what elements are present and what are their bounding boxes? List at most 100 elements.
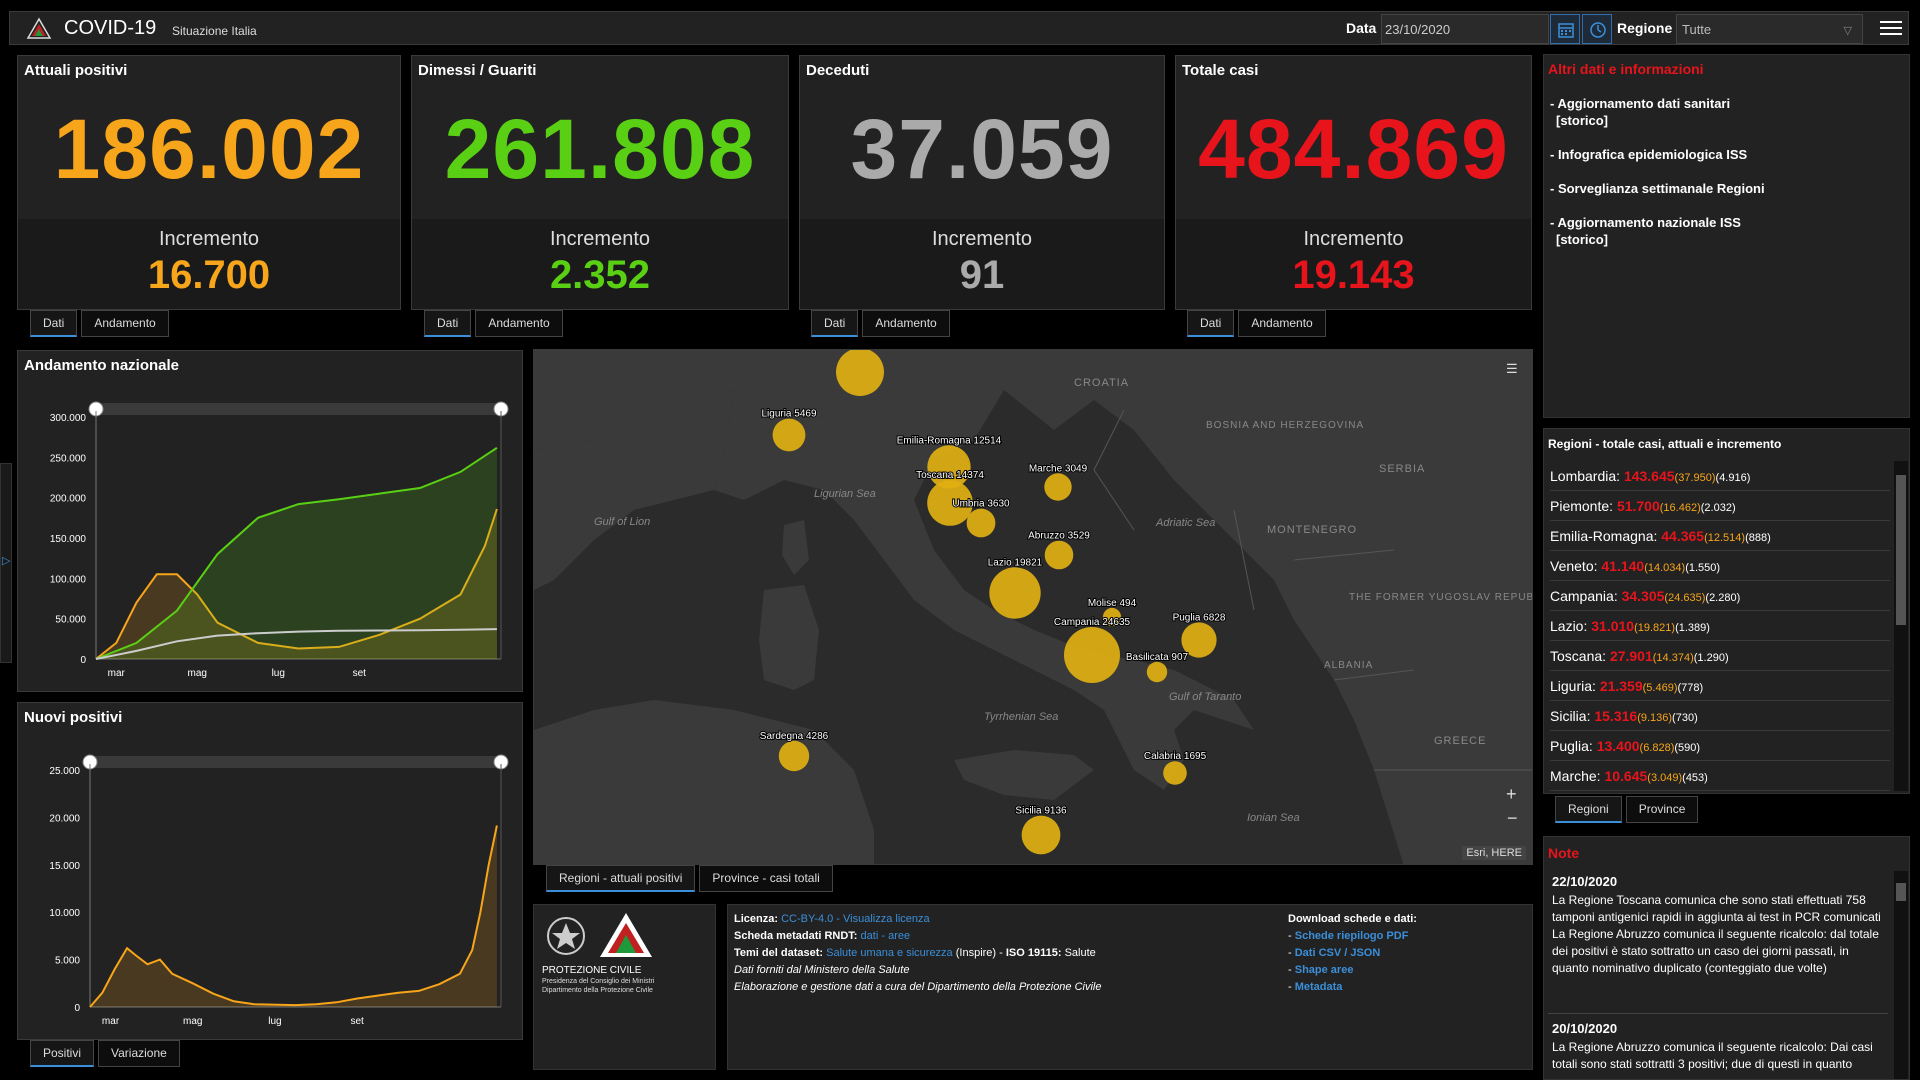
chevron-right-icon: ▷ xyxy=(2,555,11,567)
card-title: Dimessi / Guariti xyxy=(418,62,537,79)
scrollbar-thumb[interactable] xyxy=(1896,475,1906,625)
region-row[interactable]: Toscana: 27.901(14.374)(1.290) xyxy=(1550,641,1890,671)
license-link[interactable]: CC-BY-4.0 xyxy=(781,913,834,925)
region-select[interactable]: Tutte ▽ xyxy=(1676,14,1863,44)
license-line: Licenza: CC-BY-4.0 - Visualizza licenza xyxy=(734,913,930,925)
info-panel: Altri dati e informazioni - Aggiornament… xyxy=(1543,54,1910,418)
x-tick-label: mag xyxy=(183,1016,202,1027)
region-row[interactable]: Emilia-Romagna: 44.365(12.514)(888) xyxy=(1550,521,1890,551)
region-inc: (1.290) xyxy=(1693,652,1729,664)
region-bubble[interactable] xyxy=(927,445,971,489)
tab-dati[interactable]: Dati xyxy=(1187,310,1235,337)
download-metadata-link[interactable]: Metadata xyxy=(1294,981,1343,993)
info-link[interactable]: - Sorveglianza settimanale Regioni xyxy=(1550,180,1765,197)
metadata-aree-link[interactable]: aree xyxy=(888,930,911,942)
date-input[interactable] xyxy=(1381,14,1549,44)
card-inc-value: 16.700 xyxy=(147,253,271,297)
notes-panel: Note 22/10/2020 La Regione Toscana comun… xyxy=(1543,836,1910,1080)
map-view[interactable]: CROATIA BOSNIA AND HERZEGOVINA SERBIA MO… xyxy=(533,349,1533,865)
region-bubble-label: Marche 3049 xyxy=(1029,463,1088,474)
info-link[interactable]: - Aggiornamento nazionale ISS [storico] xyxy=(1550,214,1741,248)
view-license-link[interactable]: Visualizza licenza xyxy=(843,913,930,925)
card-lower xyxy=(800,219,1164,309)
region-bubble[interactable] xyxy=(1163,761,1187,785)
card-dimessi-guariti: Dimessi / Guariti 261.808 Incremento 2.3… xyxy=(411,55,789,310)
map-canvas[interactable]: CROATIA BOSNIA AND HERZEGOVINA SERBIA MO… xyxy=(534,350,1533,865)
map-attribution[interactable]: Esri, HERE xyxy=(1462,846,1526,860)
scrollbar-thumb[interactable] xyxy=(1896,883,1906,901)
region-bubble[interactable] xyxy=(989,567,1041,619)
region-name: Piemonte: xyxy=(1550,498,1614,514)
region-row[interactable]: Lombardia: 143.645(37.950)(4.916) xyxy=(1550,461,1890,491)
region-bubble[interactable] xyxy=(1044,540,1074,570)
region-bubble-label: Liguria 5469 xyxy=(761,409,816,420)
region-bubble-label: Sardegna 4286 xyxy=(760,731,829,742)
area-chart[interactable]: 0 5.000 10.000 15.000 20.000 25.000 mar mag lug s… xyxy=(18,703,524,1041)
regions-scrollbar[interactable] xyxy=(1894,461,1908,791)
side-panel-handle[interactable]: ▷ xyxy=(0,463,12,663)
tab-andamento[interactable]: Andamento xyxy=(1238,310,1326,337)
menu-button[interactable] xyxy=(1880,17,1902,39)
download-pdf-link[interactable]: Schede riepilogo PDF xyxy=(1294,930,1409,942)
tab-andamento[interactable]: Andamento xyxy=(862,310,950,337)
region-bubble-label: Campania 24635 xyxy=(1054,617,1131,628)
zoom-out-button[interactable]: − xyxy=(1507,808,1518,828)
region-bubbles[interactable]: Piemonte 16462Liguria 5469Emilia-Romagna… xyxy=(759,350,1227,855)
card-inc-value: 2.352 xyxy=(549,253,651,297)
tab-dati[interactable]: Dati xyxy=(30,310,78,337)
region-bubble[interactable] xyxy=(772,418,806,452)
region-bubble[interactable] xyxy=(1146,661,1168,683)
tab-regioni[interactable]: Regioni xyxy=(1555,796,1622,823)
region-bubble[interactable] xyxy=(778,740,810,772)
tab-province-casi-totali[interactable]: Province - casi totali xyxy=(699,865,833,892)
range-slider-track[interactable] xyxy=(96,403,501,415)
region-bubble[interactable] xyxy=(1021,815,1061,855)
region-row[interactable]: Puglia: 13.400(6.828)(590) xyxy=(1550,731,1890,761)
region-row[interactable]: Marche: 10.645(3.049)(453) xyxy=(1550,761,1890,791)
legend-button[interactable]: ☰ xyxy=(1498,356,1526,384)
range-slider-track[interactable] xyxy=(90,756,501,768)
download-shape-link[interactable]: Shape aree xyxy=(1294,964,1354,976)
region-row[interactable]: Liguria: 21.359(5.469)(778) xyxy=(1550,671,1890,701)
metadata-label: Scheda metadati RNDT: xyxy=(734,930,858,942)
region-bubble-label: Lazio 19821 xyxy=(988,557,1043,568)
notes-scrollbar[interactable] xyxy=(1894,871,1908,1079)
metadata-dati-link[interactable]: dati xyxy=(860,930,879,942)
region-bubble[interactable] xyxy=(927,480,973,526)
region-name: Lazio: xyxy=(1550,618,1588,634)
region-row[interactable]: Lazio: 31.010(19.821)(1.389) xyxy=(1550,611,1890,641)
region-row[interactable]: Campania: 34.305(24.635)(2.280) xyxy=(1550,581,1890,611)
sea-label: Ionian Sea xyxy=(1247,812,1300,824)
series-line xyxy=(95,446,498,660)
line-chart[interactable]: 0 50.000 100.000 150.000 200.000 250.000 300.0… xyxy=(18,351,524,693)
calendar-button[interactable] xyxy=(1550,14,1580,44)
card-lower xyxy=(18,219,400,309)
themes-link[interactable]: Salute umana e sicurezza xyxy=(826,947,953,959)
tab-regioni-attuali-positivi[interactable]: Regioni - attuali positivi xyxy=(546,865,696,892)
metadata-sep: - xyxy=(878,930,889,942)
region-bubble[interactable] xyxy=(1064,627,1120,683)
tab-province[interactable]: Province xyxy=(1625,796,1699,823)
region-row[interactable]: Veneto: 41.140(14.034)(1.550) xyxy=(1550,551,1890,581)
region-bubble[interactable] xyxy=(836,350,884,396)
tab-positivi[interactable]: Positivi xyxy=(30,1040,95,1067)
region-row[interactable]: Piemonte: 51.700(16.462)(2.032) xyxy=(1550,491,1890,521)
info-link[interactable]: - Infografica epidemiologica ISS xyxy=(1550,146,1747,163)
download-csv-link[interactable]: Dati CSV / JSON xyxy=(1294,947,1381,959)
tab-dati[interactable]: Dati xyxy=(424,310,472,337)
zoom-in-button[interactable]: + xyxy=(1506,784,1517,804)
info-link[interactable]: - Aggiornamento dati sanitari [storico] xyxy=(1550,95,1730,129)
tab-dati[interactable]: Dati xyxy=(811,310,859,337)
tab-andamento[interactable]: Andamento xyxy=(475,310,563,337)
region-row[interactable]: Sicilia: 15.316(9.136)(730) xyxy=(1550,701,1890,731)
time-button[interactable] xyxy=(1582,14,1612,44)
y-tick-label: 10.000 xyxy=(49,908,80,919)
region-bubble[interactable] xyxy=(966,508,996,538)
tab-andamento[interactable]: Andamento xyxy=(81,310,169,337)
tab-variazione[interactable]: Variazione xyxy=(98,1040,180,1067)
region-bubble[interactable] xyxy=(1044,473,1072,501)
region-bubble[interactable] xyxy=(1102,607,1122,627)
y-tick-label: 50.000 xyxy=(55,615,86,626)
chart-title: Andamento nazionale xyxy=(24,357,180,374)
region-bubble[interactable] xyxy=(1181,622,1217,658)
